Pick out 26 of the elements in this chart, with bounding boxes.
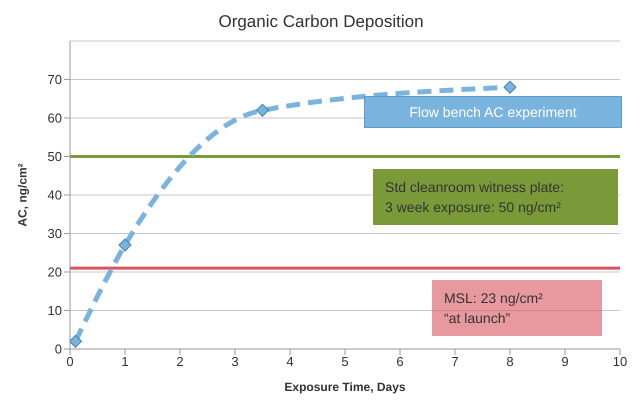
point xyxy=(256,104,269,117)
point xyxy=(118,238,132,252)
x-tick-label: 8 xyxy=(506,354,514,370)
x-tick-label: 2 xyxy=(176,354,184,370)
x-tick-label: 0 xyxy=(66,354,74,370)
x-tick-label: 1 xyxy=(121,354,129,370)
chart-title: Organic Carbon Deposition xyxy=(217,11,425,33)
y-tick-label: 40 xyxy=(48,188,62,203)
y-tick-label: 10 xyxy=(48,303,62,318)
x-tick-label: 4 xyxy=(286,354,294,370)
y-tick-label: 60 xyxy=(48,110,62,126)
point xyxy=(504,80,516,94)
y-tick-label: 30 xyxy=(48,226,62,242)
x-tick-label: 10 xyxy=(612,354,628,370)
y-tick-label: 0 xyxy=(54,342,62,357)
y-axis-title: AC, ng/cm² xyxy=(15,163,30,227)
point xyxy=(70,334,82,348)
x-tick-label: 6 xyxy=(396,354,404,370)
y-tick-label: 70 xyxy=(48,72,62,88)
x-tick-label: 3 xyxy=(231,354,239,370)
x-tick-label: 9 xyxy=(561,354,569,370)
y-tick-label: 20 xyxy=(48,264,62,280)
x-axis-title: Exposure Time, Days xyxy=(284,380,406,394)
x-tick-label: 7 xyxy=(451,354,459,370)
x-tick-label: 5 xyxy=(341,354,349,370)
y-tick-label: 50 xyxy=(48,149,62,164)
